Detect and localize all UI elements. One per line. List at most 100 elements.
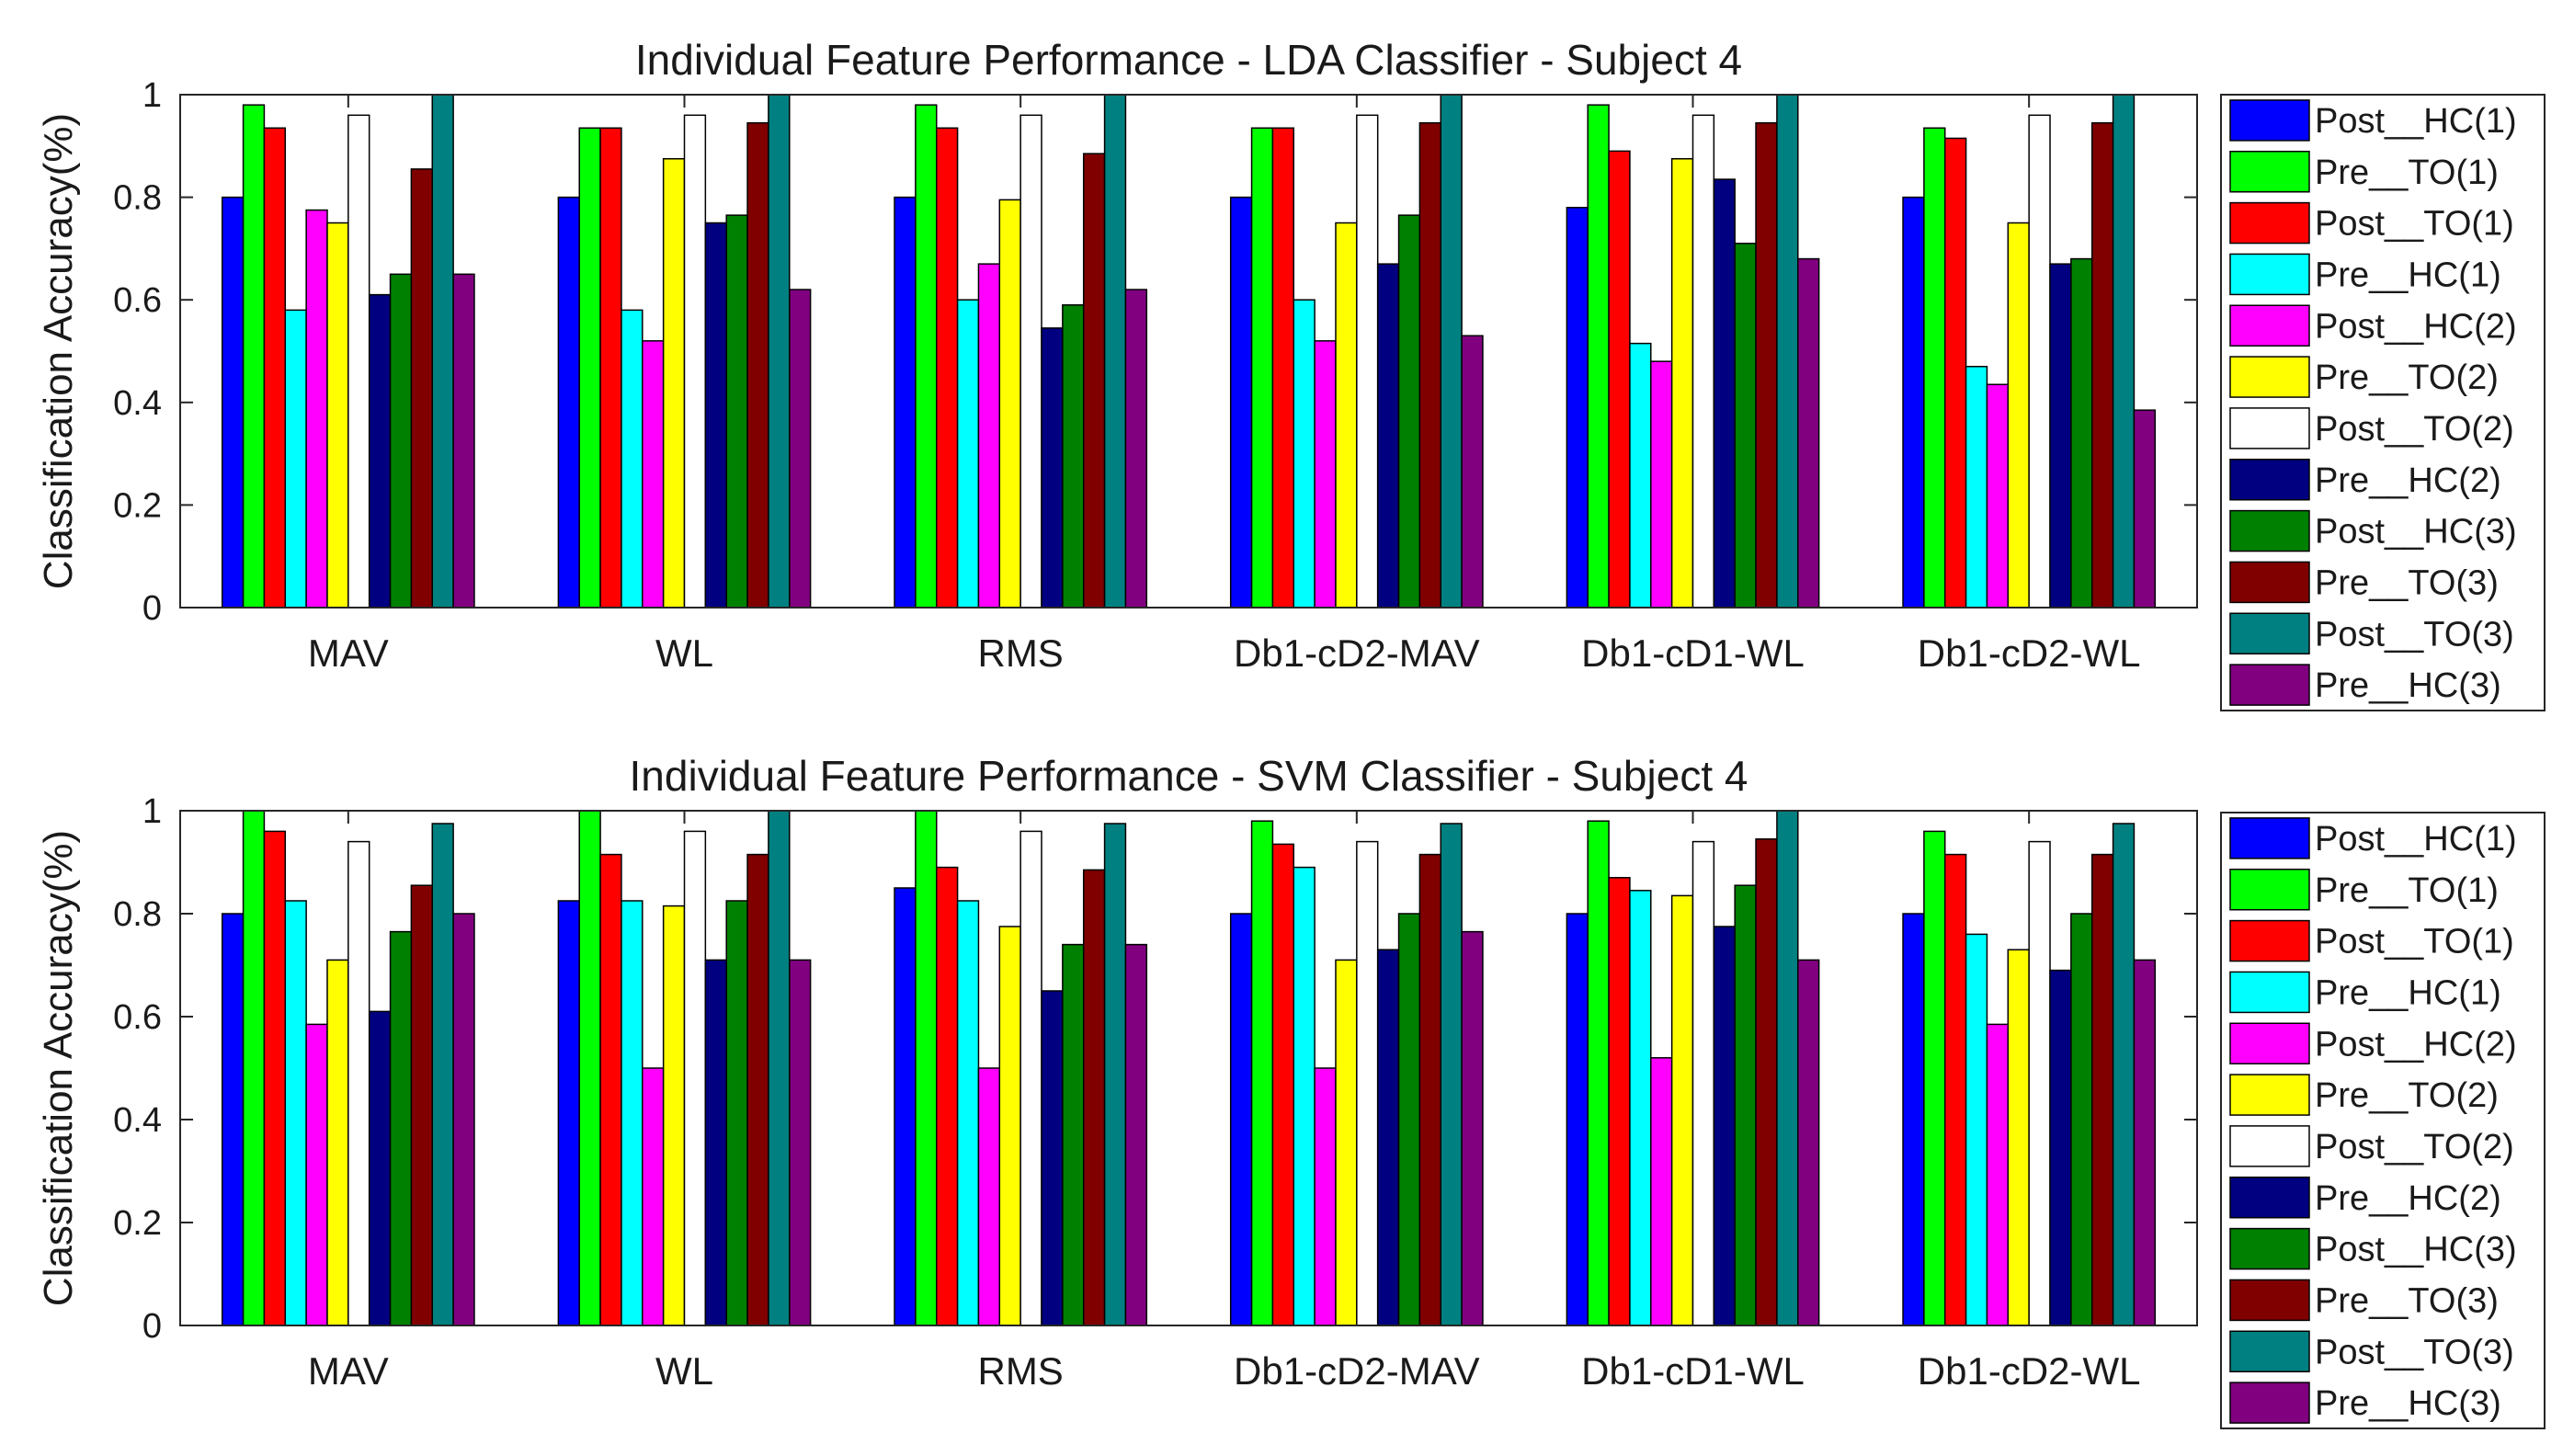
svm-chart: Individual Feature Performance - SVM Cla… [36,752,2546,1429]
bar [1650,1057,1673,1326]
legend-entry-label: Pre__TO(1) [2315,871,2499,910]
bar [1019,114,1042,609]
bar [1629,342,1652,609]
legend: Post__HC(1) Pre__TO(1) Post__TO(1) Pre__HC(… [2220,94,2546,711]
bar [242,104,266,609]
bar [977,1067,1001,1326]
legend-swatch [2229,459,2310,501]
bar [621,900,644,1326]
legend-entry-label: Pre__HC(3) [2315,666,2501,705]
bar [1293,866,1315,1326]
bar [683,114,707,609]
plot-area [179,810,2198,1326]
y-tick-label: 0 [142,1307,162,1346]
legend-swatch [2229,407,2310,449]
x-category-label: MAV [308,1349,389,1393]
bar [599,127,622,609]
legend-entry-label: Post__HC(1) [2315,820,2517,859]
legend: Post__HC(1) Pre__TO(1) Post__TO(1) Pre__HC(… [2220,812,2546,1429]
legend-entry-label: Post__TO(2) [2315,1128,2514,1166]
legend-swatch [2229,1227,2310,1270]
bar [557,900,580,1326]
bar [431,823,454,1326]
y-tick-label: 0.4 [113,384,162,423]
bar [2090,853,2114,1326]
bar [242,810,266,1326]
legend-swatch [2229,304,2310,347]
legend-entry-label: Pre__HC(3) [2315,1384,2501,1423]
bar [2070,913,2093,1326]
bar [2112,823,2136,1326]
bar [1229,196,1253,609]
bar [389,930,413,1326]
plot-area [179,94,2198,609]
bar [1902,196,1925,609]
bar [557,196,580,609]
bar [1062,943,1085,1326]
bar [2049,969,2072,1326]
legend-entry-label: Post__TO(3) [2315,615,2514,654]
legend-entry-label: Pre__HC(1) [2315,973,2501,1012]
bar [789,289,812,609]
bar [1670,158,1694,609]
y-tick-label: 0.2 [113,1204,162,1243]
bar [1713,178,1736,609]
bar [1124,943,1148,1326]
bar [1103,823,1127,1326]
legend-swatch [2229,1330,2310,1372]
bar [998,926,1021,1326]
legend-swatch [2229,561,2310,604]
legend-entry-label: Post__HC(1) [2315,102,2517,141]
bar [389,273,413,609]
bar [725,214,748,609]
bar [2007,222,2030,609]
bar [1124,289,1148,609]
x-category-label: MAV [308,631,389,675]
legend-swatch [2229,1382,2310,1424]
bar [1923,830,1946,1326]
legend-swatch [2229,99,2310,142]
bar [1797,257,1820,609]
bar [1376,949,1400,1326]
y-tick-label: 0.8 [113,895,162,934]
y-axis-label: Classification Accuracy(%) [36,113,81,589]
legend-entry-label: Post__TO(1) [2315,923,2514,961]
x-category-label: WL [655,631,713,675]
bar [326,222,349,609]
bar [1755,838,1778,1326]
x-category-label: Db1-cD2-MAV [1234,631,1480,675]
bar [1944,853,1967,1326]
legend-entry-label: Pre__HC(2) [2315,461,2501,500]
bar [1797,959,1820,1326]
bar [621,309,644,609]
bar [1566,913,1589,1326]
bar [2028,114,2051,609]
bar [1314,1067,1337,1326]
legend-swatch [2229,1177,2310,1219]
bar [915,810,938,1326]
bar [1566,207,1589,609]
legend-entry-label: Pre__TO(2) [2315,358,2499,397]
legend-swatch [2229,253,2310,296]
bar [431,94,454,609]
bar [1965,933,1988,1326]
bar [1397,214,1421,609]
bar [1356,114,1379,609]
bar [1271,843,1295,1326]
legend-swatch [2229,509,2310,552]
bar [221,196,245,609]
bar [1041,327,1064,609]
legend-entry-label: Pre__TO(3) [2315,563,2499,602]
bar [1713,926,1736,1326]
x-category-label: Db1-cD1-WL [1581,1349,1805,1393]
bar [1629,890,1652,1326]
legend-entry-label: Pre__HC(1) [2315,256,2501,294]
legend-box [2220,94,2546,711]
x-category-label: Db1-cD2-WL [1918,1349,2141,1393]
legend-swatch [2229,971,2310,1014]
bar [2007,949,2030,1326]
bar [662,158,686,609]
bar [368,1010,392,1326]
legend-swatch [2229,151,2310,193]
bar [1461,335,1484,609]
